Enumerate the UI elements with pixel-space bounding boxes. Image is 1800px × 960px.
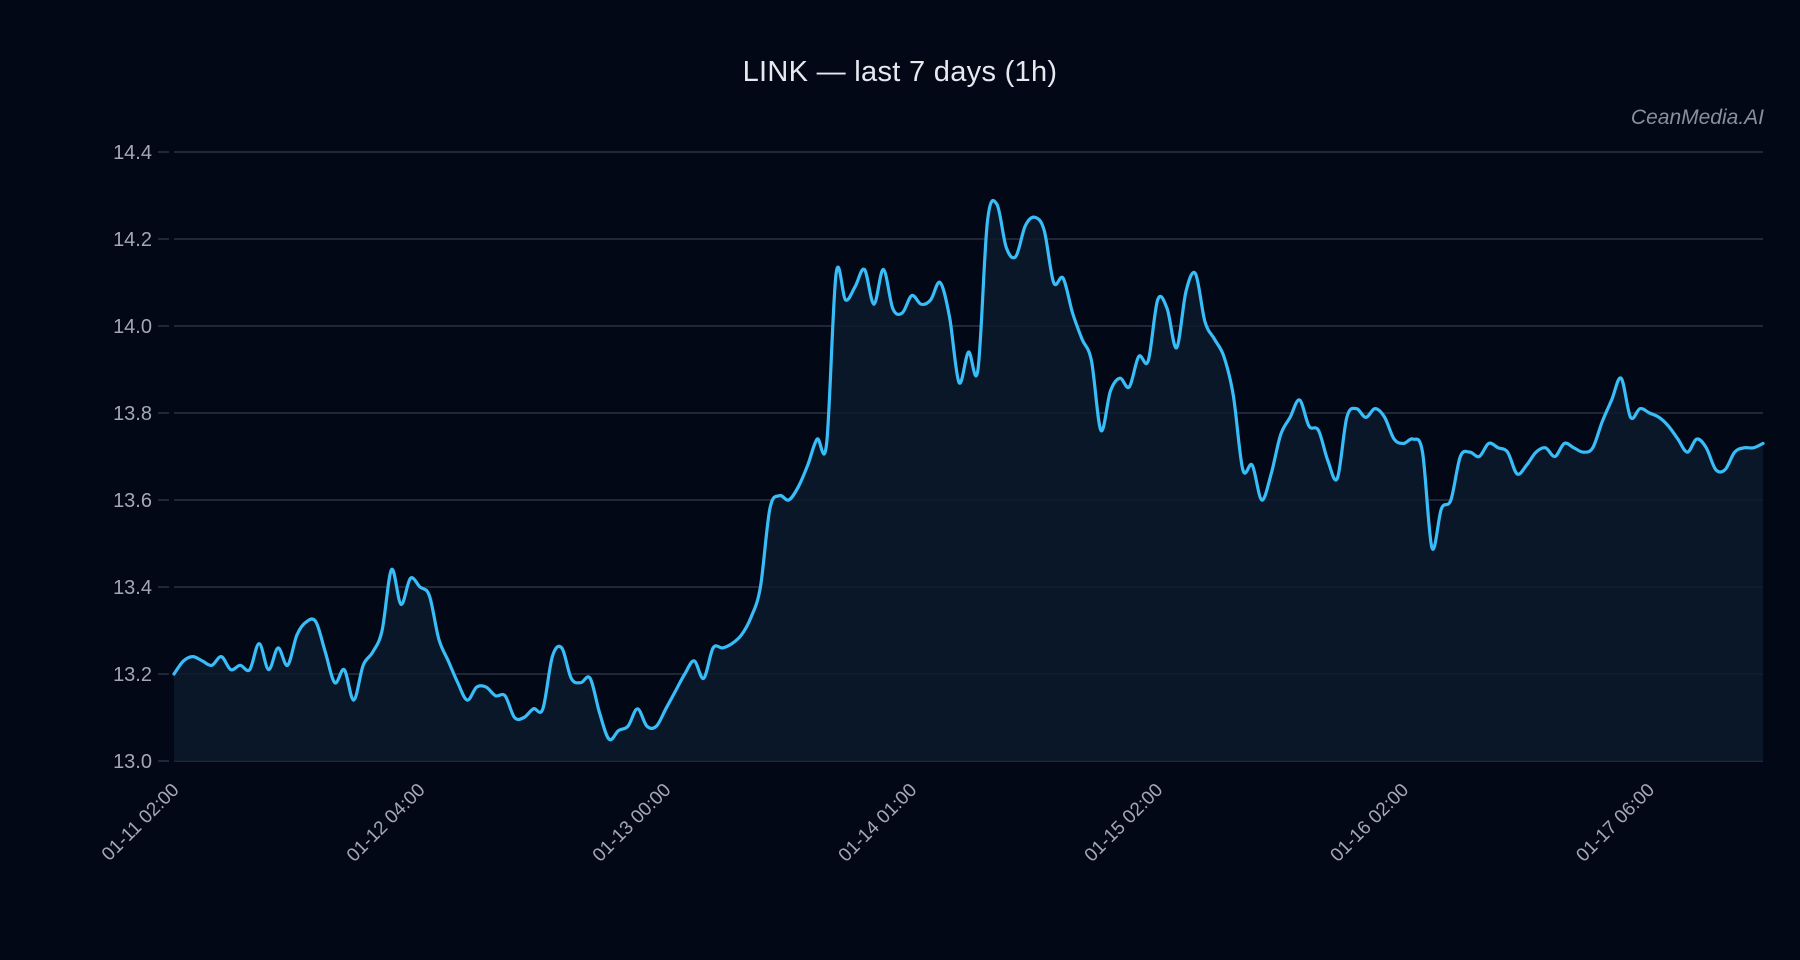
y-tick-label: 13.2 (113, 664, 152, 686)
y-tick-label: 13.4 (113, 577, 152, 599)
x-tick-label: 01-16 02:00 (1327, 780, 1414, 867)
x-tick-label: 01-17 06:00 (1572, 780, 1659, 867)
y-tick-label: 13.6 (113, 490, 152, 512)
y-tick-label: 13.0 (113, 751, 152, 773)
x-tick-label: 01-12 04:00 (343, 780, 430, 867)
y-tick-label: 14.2 (113, 229, 152, 251)
chart-title: LINK — last 7 days (1h) (742, 56, 1058, 88)
y-tick-label: 13.8 (113, 403, 152, 425)
x-tick-label: 01-11 02:00 (98, 780, 184, 866)
x-tick-label: 01-13 00:00 (589, 780, 676, 867)
watermark: CeanMedia.AI (1630, 106, 1764, 129)
area-fill (174, 200, 1763, 762)
y-tick-label: 14.4 (113, 142, 152, 164)
y-tick-label: 14.0 (113, 316, 152, 338)
x-axis-labels: 01-11 02:00 01-12 04:00 01-13 00:00 01-14 0… (98, 780, 1659, 867)
x-tick-label: 01-15 02:00 (1081, 780, 1168, 867)
price-line (172, 198, 1765, 742)
y-axis-labels: 13.0 13.2 13.4 13.6 13.8 14.0 14.2 14.4 (113, 142, 152, 773)
x-tick-label: 01-14 01:00 (835, 780, 922, 867)
